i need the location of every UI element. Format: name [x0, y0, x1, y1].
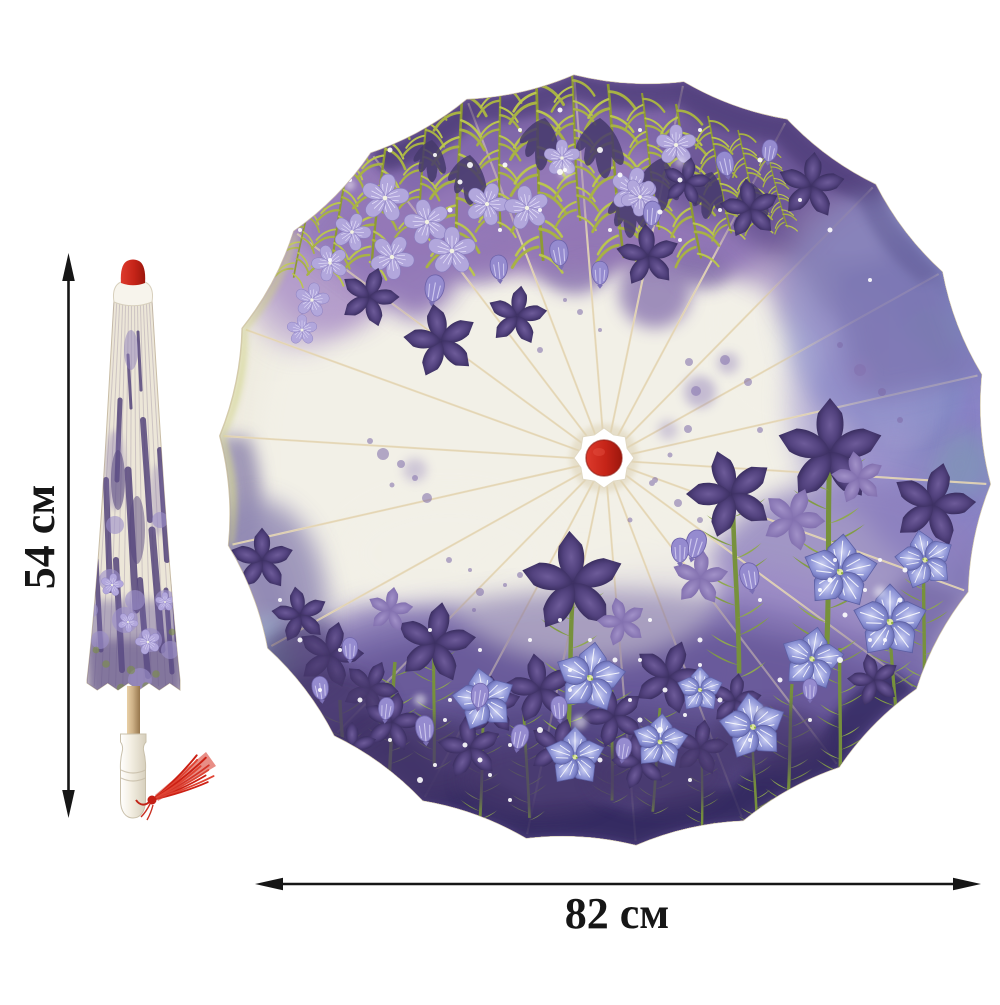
svg-text:54 см: 54 см: [15, 485, 64, 590]
svg-text:82 см: 82 см: [565, 889, 670, 938]
